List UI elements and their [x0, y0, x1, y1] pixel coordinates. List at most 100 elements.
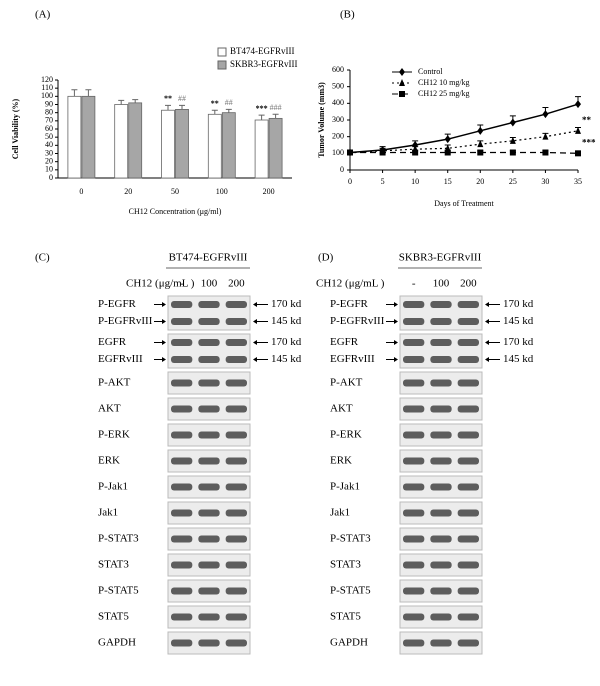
band: [430, 639, 452, 647]
y-tick-label: 500: [332, 81, 344, 90]
significance-label: **: [211, 99, 219, 108]
band: [225, 301, 247, 308]
size-label: 145 kd: [271, 353, 302, 365]
band: [225, 509, 247, 517]
dose-label: -: [412, 278, 416, 290]
band: [225, 483, 247, 491]
marker: [477, 140, 484, 148]
bar: [254, 119, 269, 179]
arrow-head: [485, 340, 489, 345]
x-tick-label: 25: [509, 177, 517, 186]
band: [430, 431, 452, 439]
line: [350, 151, 579, 154]
y-tick-label: 40: [45, 140, 53, 149]
y-tick-label: 200: [332, 131, 344, 140]
error-bar: [211, 109, 218, 115]
significance-label: ***: [582, 137, 596, 147]
marker: [412, 149, 419, 156]
error-bar: [118, 99, 125, 105]
protein-label: P-Jak1: [98, 481, 128, 493]
band: [198, 587, 220, 595]
protein-label: STAT5: [330, 611, 361, 623]
y-axis-label: Cell Viability (%): [11, 98, 20, 159]
line: [349, 103, 579, 154]
legend-label: Control: [418, 67, 443, 76]
band: [457, 379, 479, 387]
legend-label: BT474-EGFRvIII: [230, 46, 295, 56]
x-tick-label: 35: [574, 177, 582, 186]
band: [171, 318, 193, 325]
x-tick-label: 0: [348, 177, 352, 186]
legend-marker: [399, 68, 405, 76]
band: [198, 535, 220, 543]
x-tick-label: 20: [476, 177, 484, 186]
band: [430, 483, 452, 491]
legend-swatch: [217, 60, 227, 70]
dose-label: -: [180, 278, 184, 290]
error-bar: [272, 113, 279, 119]
band: [225, 561, 247, 569]
marker: [477, 126, 484, 135]
marker: [444, 149, 451, 156]
y-tick-label: 0: [340, 165, 344, 174]
band: [430, 301, 452, 308]
size-label: 145 kd: [271, 315, 302, 327]
arrow-head: [253, 357, 257, 362]
arrow-head: [162, 302, 166, 307]
treatment-label: CH12 (μg/mL ): [316, 278, 385, 290]
y-tick-label: 600: [332, 65, 344, 74]
x-tick-label: 10: [411, 177, 419, 186]
band: [430, 356, 452, 363]
band: [171, 457, 193, 465]
size-label: 170 kd: [503, 298, 534, 310]
band: [225, 431, 247, 439]
y-tick-label: 80: [45, 107, 53, 116]
protein-label: EGFR: [330, 336, 359, 348]
bar: [161, 109, 175, 179]
size-label: 145 kd: [503, 315, 534, 327]
band: [171, 339, 193, 346]
band: [457, 587, 479, 595]
band: [403, 431, 425, 439]
band: [198, 318, 220, 325]
legend-marker: [399, 91, 405, 97]
y-tick-label: 30: [45, 148, 53, 157]
protein-label: P-EGFR: [98, 298, 137, 310]
band: [430, 457, 452, 465]
band: [198, 561, 220, 569]
band: [171, 509, 193, 517]
panel-label: (B): [340, 9, 355, 21]
band: [198, 379, 220, 387]
band: [457, 356, 479, 363]
band: [457, 318, 479, 325]
x-axis-label: CH12 Concentration (μg/ml): [129, 207, 222, 216]
band: [225, 339, 247, 346]
band: [457, 431, 479, 439]
arrow-head: [162, 319, 166, 324]
protein-label: GAPDH: [330, 637, 368, 649]
marker: [347, 149, 353, 156]
band: [403, 587, 425, 595]
significance-label: ##: [225, 98, 233, 107]
arrow-head: [253, 302, 257, 307]
size-label: 145 kd: [503, 353, 534, 365]
marker: [575, 126, 581, 134]
band: [198, 339, 220, 346]
y-tick-label: 60: [45, 124, 53, 133]
bar: [128, 102, 143, 179]
protein-label: Jak1: [98, 507, 118, 519]
band: [403, 639, 425, 647]
band: [225, 457, 247, 465]
band: [198, 431, 220, 439]
band: [198, 457, 220, 465]
protein-label: AKT: [330, 403, 353, 415]
band: [457, 457, 479, 465]
protein-label: EGFRvIII: [330, 353, 375, 365]
marker: [509, 136, 516, 144]
protein-label: ERK: [330, 455, 352, 467]
y-tick-label: 300: [332, 115, 344, 124]
error-bar: [85, 89, 92, 97]
protein-label: P-Jak1: [330, 481, 360, 493]
arrow-head: [162, 340, 166, 345]
y-tick-label: 70: [45, 116, 53, 125]
